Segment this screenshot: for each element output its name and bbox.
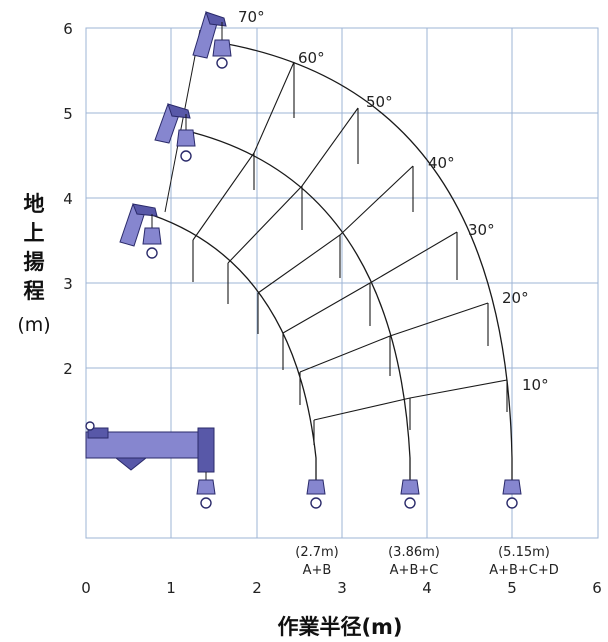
angle-line-20 bbox=[299, 302, 489, 373]
y-tick-2: 2 bbox=[63, 360, 73, 378]
end-hooks bbox=[306, 479, 522, 509]
boom-3-length: (5.15m) bbox=[498, 545, 550, 560]
angle-label-50: 50° bbox=[366, 93, 393, 111]
boom-tip-top bbox=[164, 11, 232, 213]
x-tick-1: 1 bbox=[166, 579, 176, 597]
x-tick-4: 4 bbox=[422, 579, 432, 597]
boom-2-length: (3.86m) bbox=[388, 545, 440, 560]
y-axis-title-char-4: 程 bbox=[24, 279, 45, 303]
angle-label-10: 10° bbox=[522, 376, 549, 394]
hook-block-3 bbox=[212, 39, 232, 57]
hook-block-2 bbox=[176, 129, 196, 147]
range-arc-5.15m bbox=[215, 41, 513, 483]
end-hook-1 bbox=[310, 497, 322, 509]
range-arcs bbox=[151, 41, 513, 483]
end-hook-3 bbox=[506, 497, 518, 509]
y-axis-title: 地 上 揚 程 (m) bbox=[17, 192, 50, 336]
x-tick-6: 6 bbox=[592, 579, 602, 597]
end-hook-block-1 bbox=[306, 479, 326, 495]
angle-label-70: 70° bbox=[238, 8, 265, 26]
hook-block-1 bbox=[142, 227, 162, 245]
boom-3-sections: A+B+C+D bbox=[489, 563, 559, 578]
y-tick-4: 4 bbox=[63, 190, 73, 208]
y-tick-3: 3 bbox=[63, 275, 73, 293]
angle-lines bbox=[192, 61, 508, 421]
x-axis-title: 作業半径(m) bbox=[277, 615, 402, 639]
boom-2-sections: A+B+C bbox=[390, 563, 439, 578]
angle-line-50 bbox=[227, 107, 359, 264]
boom-1-sections: A+B bbox=[303, 563, 332, 578]
hook-1 bbox=[146, 247, 158, 259]
rope-drops bbox=[192, 62, 508, 445]
boom-end bbox=[87, 427, 109, 439]
x-tick-2: 2 bbox=[252, 579, 262, 597]
boom-1-length: (2.7m) bbox=[295, 545, 338, 560]
range-arc-3.86m bbox=[182, 129, 411, 483]
y-axis-title-unit: (m) bbox=[17, 314, 50, 336]
y-axis-title-char-2: 上 bbox=[24, 221, 45, 245]
y-axis-title-char-1: 地 bbox=[24, 192, 45, 216]
range-arc-2.7m bbox=[151, 214, 317, 483]
end-hook-block-3 bbox=[502, 479, 522, 495]
boom-tip-mid bbox=[154, 103, 196, 162]
angle-label-40: 40° bbox=[428, 154, 455, 172]
hook-3 bbox=[216, 57, 228, 69]
angle-label-20: 20° bbox=[502, 289, 529, 307]
crane-body bbox=[85, 421, 216, 509]
x-tick-5: 5 bbox=[507, 579, 517, 597]
end-hook-block-2 bbox=[400, 479, 420, 495]
y-tick-5: 5 bbox=[63, 105, 73, 123]
angle-line-40 bbox=[257, 165, 414, 294]
angle-label-30: 30° bbox=[468, 221, 495, 239]
sheave-1 bbox=[132, 203, 158, 217]
angle-label-60: 60° bbox=[298, 49, 325, 67]
boom-tip-low bbox=[119, 203, 162, 259]
boom-70-line-1 bbox=[164, 29, 201, 213]
grid bbox=[85, 27, 599, 539]
base-hook-block bbox=[196, 479, 216, 495]
y-tick-6: 6 bbox=[63, 20, 73, 38]
end-hook-2 bbox=[404, 497, 416, 509]
boom-head bbox=[197, 427, 215, 473]
boom-pivot bbox=[85, 421, 95, 431]
angle-labels: 70° 60° 50° 40° 30° 20° 10° bbox=[238, 8, 549, 394]
boom-length-labels: (2.7m) A+B (3.86m) A+B+C (5.15m) A+B+C+D bbox=[295, 545, 559, 578]
hook-2 bbox=[180, 150, 192, 162]
sheave-3 bbox=[205, 11, 227, 27]
y-axis-title-char-3: 揚 bbox=[24, 250, 45, 274]
x-tick-3: 3 bbox=[337, 579, 347, 597]
x-tick-labels: 0 1 2 3 4 5 6 bbox=[81, 579, 602, 597]
base-hook bbox=[200, 497, 212, 509]
sheave-2 bbox=[167, 103, 191, 119]
boom-support bbox=[114, 457, 148, 471]
x-tick-0: 0 bbox=[81, 579, 91, 597]
y-tick-labels: 6 5 4 3 2 bbox=[63, 20, 73, 378]
